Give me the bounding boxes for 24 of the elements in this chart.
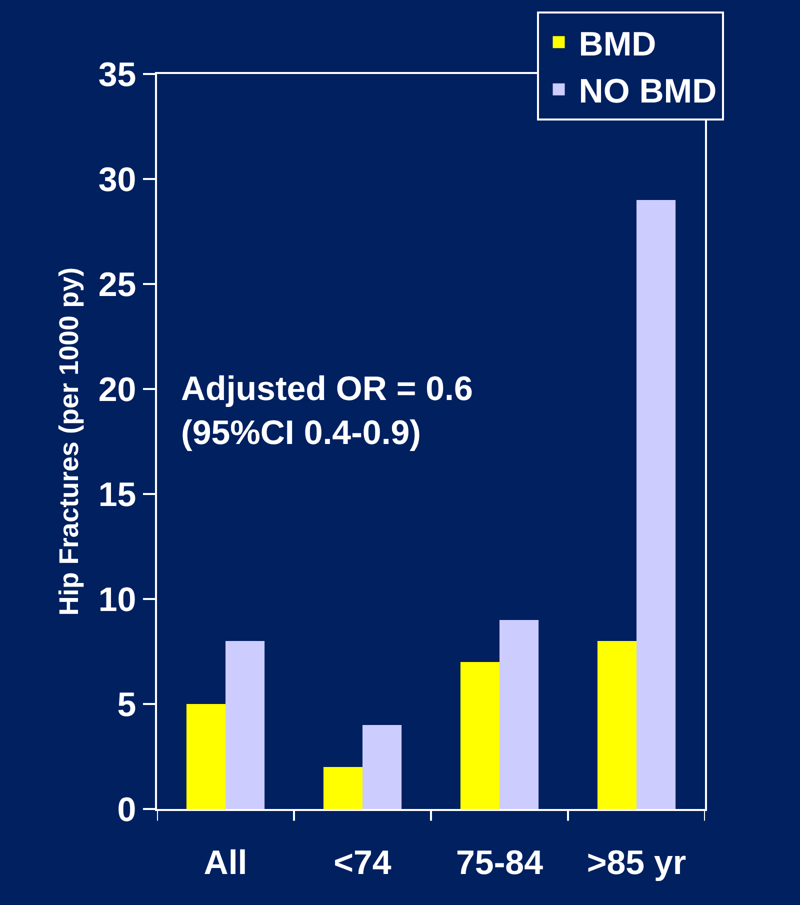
- y-tick-label: 20: [98, 370, 136, 409]
- y-tick-label: 10: [98, 580, 136, 619]
- bar: [186, 704, 226, 809]
- y-tick-label: 5: [117, 686, 136, 724]
- bar: [362, 725, 402, 809]
- x-tick-label: All: [204, 844, 248, 882]
- y-tick-label: 15: [98, 476, 136, 514]
- y-tick-label: 30: [98, 160, 136, 199]
- bar: [597, 641, 636, 809]
- y-tick-label: 25: [98, 266, 136, 304]
- x-tick-label: 75-84: [456, 844, 544, 882]
- y-tick-label: 0: [117, 790, 136, 829]
- bar: [226, 641, 265, 809]
- bar: [460, 662, 500, 809]
- bar: [323, 767, 362, 809]
- legend-label: BMD: [578, 25, 656, 64]
- y-axis-title: Hip Fractures (per 1000 py): [54, 267, 84, 616]
- bar: [636, 200, 676, 809]
- bar: [500, 620, 539, 809]
- x-tick-label: >85 yr: [586, 844, 686, 882]
- annotation: Adjusted OR = 0.6 (95%CI 0.4-0.9): [181, 370, 473, 452]
- y-tick-label: 35: [98, 56, 136, 94]
- x-tick-label: <74: [334, 844, 392, 882]
- legend-label: NO BMD: [578, 72, 717, 111]
